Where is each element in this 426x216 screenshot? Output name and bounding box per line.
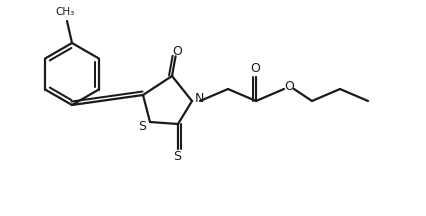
Text: S: S bbox=[138, 121, 146, 133]
Text: N: N bbox=[194, 92, 204, 105]
Text: S: S bbox=[173, 151, 181, 164]
Text: O: O bbox=[172, 45, 182, 58]
Text: O: O bbox=[250, 62, 260, 76]
Text: O: O bbox=[284, 81, 294, 94]
Text: CH₃: CH₃ bbox=[55, 7, 75, 17]
